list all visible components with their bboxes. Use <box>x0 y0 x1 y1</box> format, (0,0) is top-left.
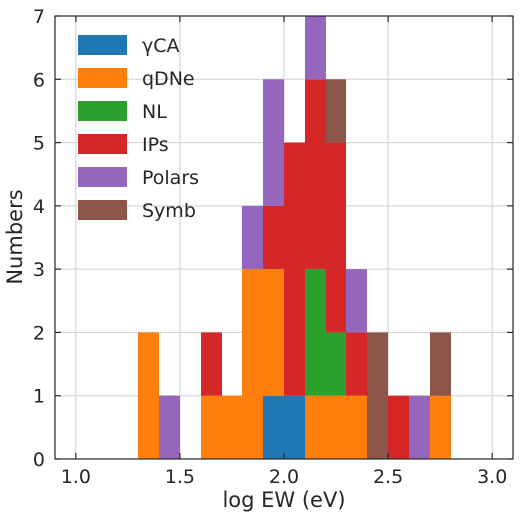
legend-label: γCA <box>142 35 180 57</box>
bar-ips <box>263 205 284 270</box>
bar-symb <box>367 332 388 459</box>
bar-qdne <box>263 269 284 396</box>
bar-ips <box>346 332 367 396</box>
bar-ca <box>263 395 284 459</box>
legend-label: NL <box>142 101 167 123</box>
bar-qdne <box>326 395 346 459</box>
bar-polars <box>305 16 326 80</box>
bar-qdne <box>138 332 159 459</box>
x-axis-label: log EW (eV) <box>222 488 345 512</box>
bar-ips <box>388 395 409 459</box>
bar-nl <box>326 332 346 396</box>
legend-swatch <box>78 101 127 121</box>
legend-swatch <box>78 200 127 220</box>
histogram-bars <box>138 16 451 459</box>
y-tick-label: 1 <box>33 386 45 408</box>
y-tick-label: 5 <box>33 133 45 155</box>
y-tick-label: 3 <box>33 259 45 281</box>
bar-qdne <box>222 395 242 459</box>
x-tick-label: 3.0 <box>477 466 507 488</box>
y-tick-label: 0 <box>33 449 45 471</box>
legend-swatch <box>78 167 127 187</box>
bar-polars <box>263 79 284 206</box>
legend-swatch <box>78 134 127 154</box>
axis-ticks: 1.0 1.5 2.0 2.5 3.0 0 1 2 3 4 5 6 7 <box>33 6 513 488</box>
bar-qdne <box>305 395 326 459</box>
bar-polars <box>409 395 430 459</box>
bar-qdne <box>430 395 451 459</box>
legend: γCA qDNe NL IPs Polars Symb <box>78 35 199 222</box>
legend-label: IPs <box>142 134 169 156</box>
bar-polars <box>159 395 180 459</box>
y-axis-label: Numbers <box>3 189 27 284</box>
x-tick-label: 1.0 <box>61 466 91 488</box>
bar-ca <box>284 395 305 459</box>
x-tick-label: 2.5 <box>373 466 403 488</box>
legend-label: qDNe <box>142 68 195 90</box>
x-tick-label: 2.0 <box>269 466 299 488</box>
bar-polars <box>242 205 263 270</box>
legend-swatch <box>78 68 127 88</box>
bar-symb <box>326 79 346 143</box>
legend-swatch <box>78 35 127 55</box>
legend-label: Symb <box>142 200 196 222</box>
bar-polars <box>346 269 367 333</box>
x-tick-label: 1.5 <box>165 466 195 488</box>
bar-qdne <box>346 395 367 459</box>
bar-ips <box>201 332 222 396</box>
y-tick-label: 2 <box>33 322 45 344</box>
bar-symb <box>430 332 451 396</box>
bar-qdne <box>201 395 222 459</box>
bar-ips <box>284 142 305 396</box>
y-tick-label: 4 <box>33 196 45 218</box>
bar-ips <box>305 79 326 270</box>
y-tick-label: 7 <box>33 6 45 28</box>
bar-nl <box>305 269 326 396</box>
y-tick-label: 6 <box>33 69 45 91</box>
bar-ips <box>326 142 346 333</box>
legend-label: Polars <box>142 167 199 189</box>
bar-qdne <box>242 269 263 459</box>
